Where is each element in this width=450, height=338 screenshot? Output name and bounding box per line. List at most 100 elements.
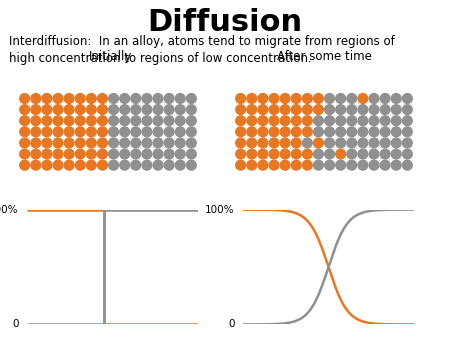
Circle shape [247,127,256,137]
Circle shape [291,138,301,148]
Circle shape [402,105,412,115]
Circle shape [302,105,312,115]
Circle shape [336,127,346,137]
Circle shape [402,127,412,137]
Circle shape [164,94,174,103]
Circle shape [64,127,74,137]
Circle shape [392,138,401,148]
Circle shape [358,94,368,103]
Circle shape [314,149,324,159]
Circle shape [347,127,357,137]
Circle shape [324,105,334,115]
Circle shape [402,149,412,159]
Circle shape [291,127,301,137]
Circle shape [302,116,312,126]
Circle shape [392,160,401,170]
Circle shape [186,105,196,115]
Circle shape [236,116,246,126]
Circle shape [131,149,141,159]
Circle shape [120,116,130,126]
Circle shape [164,149,174,159]
Circle shape [42,149,52,159]
Circle shape [20,138,30,148]
Circle shape [269,138,279,148]
Circle shape [153,116,163,126]
Circle shape [86,127,96,137]
Circle shape [302,149,312,159]
Circle shape [75,127,85,137]
Circle shape [142,116,152,126]
Circle shape [142,138,152,148]
Circle shape [324,138,334,148]
Circle shape [86,94,96,103]
Circle shape [120,149,130,159]
Circle shape [369,116,379,126]
Circle shape [186,138,196,148]
Circle shape [31,160,40,170]
Circle shape [53,116,63,126]
Circle shape [236,160,246,170]
Circle shape [269,116,279,126]
Circle shape [131,116,141,126]
Circle shape [258,94,268,103]
Circle shape [131,94,141,103]
Circle shape [369,160,379,170]
Circle shape [302,160,312,170]
Circle shape [324,149,334,159]
Circle shape [380,127,390,137]
Circle shape [291,116,301,126]
Circle shape [142,149,152,159]
Circle shape [347,160,357,170]
Circle shape [176,116,185,126]
Circle shape [42,116,52,126]
Circle shape [280,116,290,126]
Circle shape [186,116,196,126]
Circle shape [347,94,357,103]
Circle shape [236,127,246,137]
Circle shape [358,160,368,170]
Circle shape [186,127,196,137]
Circle shape [314,138,324,148]
Circle shape [120,138,130,148]
Circle shape [258,160,268,170]
Circle shape [392,116,401,126]
Circle shape [31,116,40,126]
Circle shape [358,105,368,115]
Circle shape [20,105,30,115]
Circle shape [142,105,152,115]
Circle shape [108,116,118,126]
Circle shape [336,160,346,170]
Circle shape [20,116,30,126]
Circle shape [142,160,152,170]
Circle shape [31,138,40,148]
Circle shape [247,138,256,148]
Circle shape [75,94,85,103]
Circle shape [258,127,268,137]
Circle shape [336,116,346,126]
Circle shape [108,149,118,159]
Circle shape [280,105,290,115]
Circle shape [75,105,85,115]
Circle shape [314,127,324,137]
Circle shape [53,94,63,103]
Circle shape [75,116,85,126]
Circle shape [153,149,163,159]
Circle shape [402,94,412,103]
Circle shape [108,105,118,115]
Circle shape [153,138,163,148]
Circle shape [86,105,96,115]
Circle shape [86,160,96,170]
Circle shape [164,127,174,137]
Circle shape [31,105,40,115]
Circle shape [20,127,30,137]
Circle shape [131,138,141,148]
Circle shape [186,94,196,103]
Circle shape [380,160,390,170]
Circle shape [186,160,196,170]
Circle shape [164,138,174,148]
Circle shape [98,138,108,148]
Circle shape [347,105,357,115]
Circle shape [247,105,256,115]
Text: After some time: After some time [277,50,371,63]
Circle shape [247,160,256,170]
